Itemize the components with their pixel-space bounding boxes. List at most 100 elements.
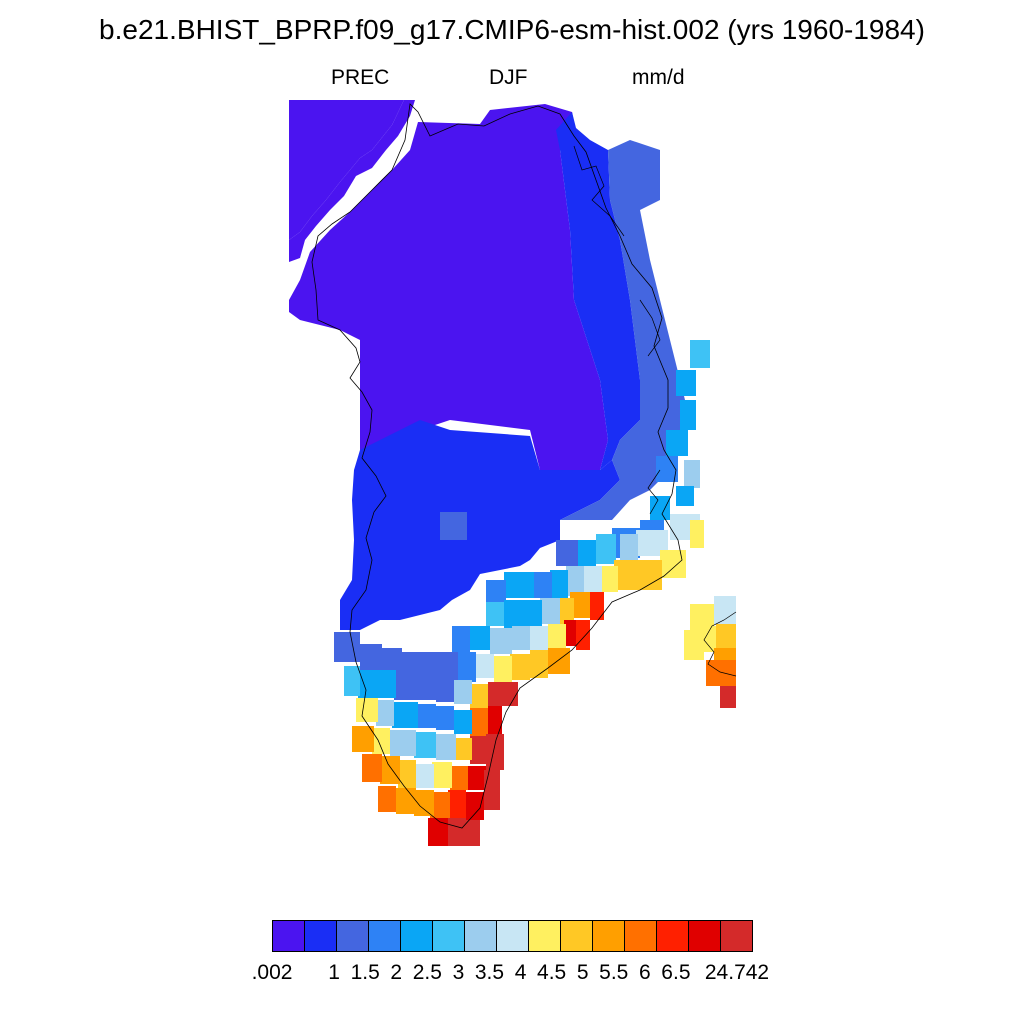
map-cell	[504, 572, 534, 598]
map-cell	[488, 706, 502, 734]
map-cell	[452, 626, 470, 656]
precipitation-cells	[289, 100, 736, 846]
colorbar-box	[433, 921, 465, 951]
map-cell	[684, 630, 704, 660]
map-cell	[570, 592, 592, 618]
map-cell	[650, 496, 670, 520]
map-cell	[362, 754, 382, 782]
map-cell	[376, 700, 394, 726]
map-cell	[566, 566, 584, 596]
map-cell	[714, 596, 736, 624]
map-cell	[474, 654, 494, 678]
map-cell	[596, 534, 616, 564]
map-cell	[396, 788, 416, 814]
map-cell	[458, 652, 476, 682]
map-cell	[416, 676, 436, 700]
map-cell	[556, 540, 578, 566]
map-cell	[390, 730, 416, 756]
map-cell	[430, 792, 450, 818]
map-cell	[706, 660, 726, 686]
map-cell	[470, 684, 488, 708]
map-cell	[466, 820, 480, 846]
map-region	[340, 420, 620, 630]
map-cell	[454, 680, 472, 704]
colorbar-box	[593, 921, 625, 951]
map-title: b.e21.BHIST_BPRP.f09_g17.CMIP6-esm-hist.…	[99, 14, 925, 45]
colorbar-tick-label: 2.5	[412, 961, 442, 984]
variable-label: PREC	[331, 66, 390, 89]
map-cell	[484, 770, 500, 810]
coastline-inlet-east	[573, 145, 661, 515]
map-cell	[494, 656, 512, 682]
colorbar	[272, 920, 753, 952]
map-cell	[716, 624, 736, 650]
map-cell	[576, 540, 596, 568]
map-cell	[620, 534, 638, 562]
colorbar-box	[657, 921, 689, 951]
units-label: mm/d	[632, 66, 685, 89]
map-cell	[466, 792, 484, 820]
colorbar-tick-label: 6.5	[661, 961, 691, 984]
colorbar-box	[529, 921, 561, 951]
map-cell	[488, 682, 518, 706]
map-cell	[454, 710, 472, 734]
map-cell	[584, 566, 602, 592]
colorbar-tick-label: 5	[576, 961, 589, 984]
map-cell	[378, 786, 396, 812]
map-cell	[720, 686, 736, 708]
map-cell	[414, 790, 434, 816]
map-cell	[360, 644, 382, 676]
colorbar-box	[305, 921, 337, 951]
colorbar-box	[497, 921, 529, 951]
map-cell	[504, 600, 522, 628]
colorbar-tick-label: 6	[638, 961, 651, 984]
map-cell	[530, 650, 548, 678]
colorbar-box	[689, 921, 721, 951]
map-cell	[690, 520, 704, 548]
map-cell	[540, 598, 560, 624]
map-cell	[468, 766, 486, 790]
map-cell	[414, 764, 434, 788]
map-cell	[416, 704, 436, 728]
map-cell	[358, 670, 378, 700]
season-label: DJF	[489, 66, 528, 89]
colorbar-box	[337, 921, 369, 951]
colorbar-tick-label: .002	[251, 961, 293, 984]
map-cell	[656, 456, 678, 482]
map-cell	[428, 818, 448, 846]
colorbar-box	[721, 921, 752, 951]
map-cell	[356, 698, 378, 722]
map-cell	[440, 512, 467, 540]
map-cell	[376, 670, 396, 698]
map-cell	[470, 626, 490, 650]
map-cell	[614, 560, 662, 590]
map-cell	[548, 624, 566, 648]
map-cell	[420, 652, 440, 680]
colorbar-tick-label: 1.5	[350, 961, 380, 984]
map-cell	[512, 626, 530, 650]
map-cell	[448, 818, 466, 846]
map-cell	[470, 736, 488, 764]
colorbar-tick-label: 4	[514, 961, 527, 984]
map-cell	[548, 648, 570, 674]
map-cell	[334, 632, 360, 662]
map-cell	[372, 728, 390, 754]
map-cell	[530, 626, 548, 650]
colorbar-labels: .002 1 1.5 2 2.5 3 3.5 4 4.5 5 5.5 6 6.5 24.742	[0, 961, 1024, 987]
map-region	[289, 100, 404, 240]
map-cell	[352, 726, 374, 752]
greenland-coastline	[311, 103, 683, 829]
colorbar-tick-label: 24.742	[704, 961, 770, 984]
map-region	[289, 104, 608, 470]
map-cell	[440, 652, 458, 680]
colorbar-box	[625, 921, 657, 951]
colorbar-tick-label: 3	[452, 961, 465, 984]
map-cell	[510, 654, 530, 680]
colorbar-tick-label: 3.5	[474, 961, 505, 984]
map-cell	[486, 734, 504, 770]
map-cell	[454, 738, 472, 760]
map-cell	[600, 566, 618, 592]
colorbar-tick-label: 5.5	[599, 961, 629, 984]
colorbar-box	[561, 921, 593, 951]
